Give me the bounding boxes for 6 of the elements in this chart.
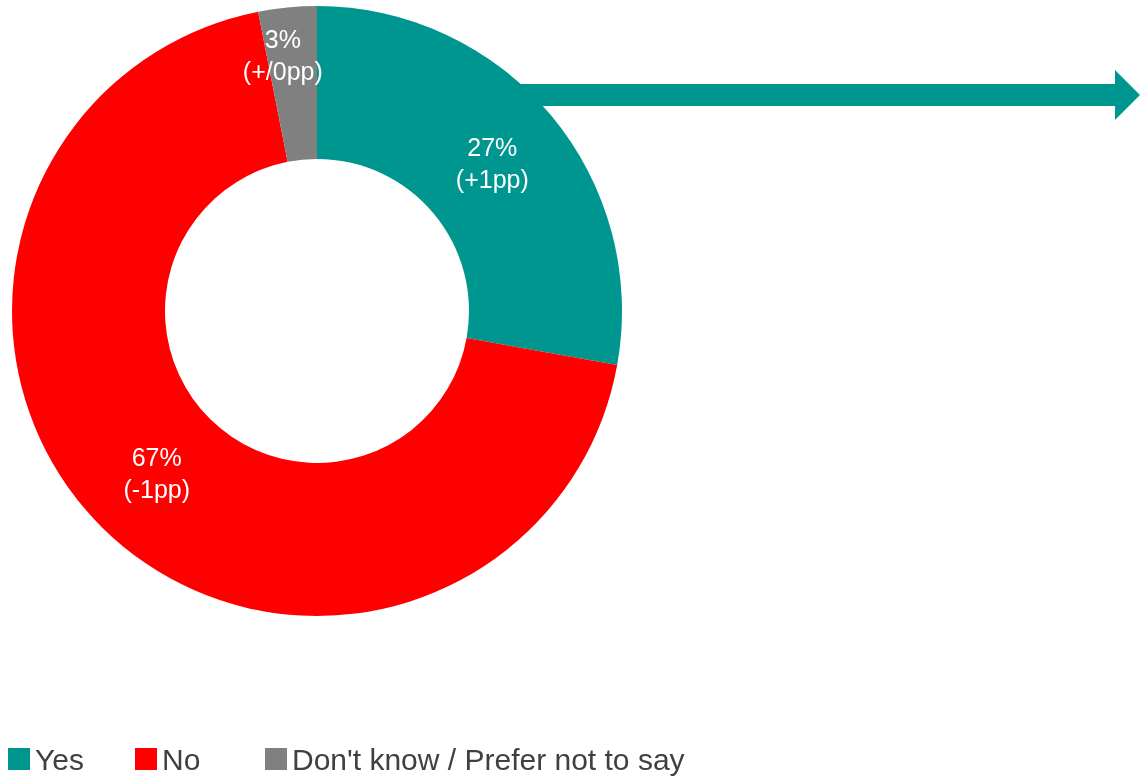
donut-slice [12,11,618,616]
legend-label: Don't know / Prefer not to say [292,743,685,776]
legend-label: No [162,743,201,776]
data-label: 67% (-1pp) [123,442,191,503]
data-label: 27% (+1pp) [455,133,529,194]
legend-label: Yes [35,743,84,776]
